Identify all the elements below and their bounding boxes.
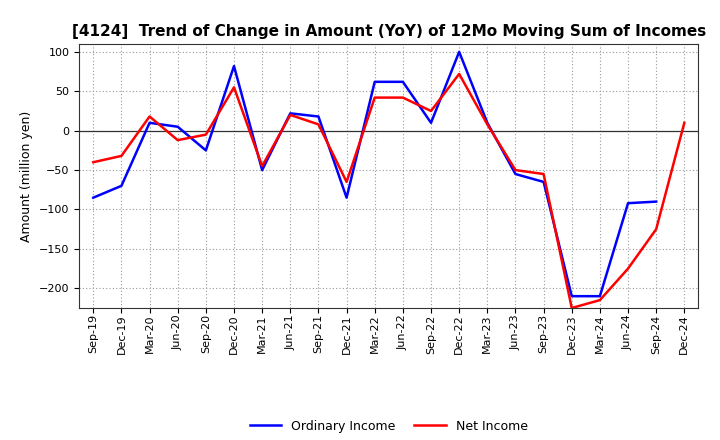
Ordinary Income (595, 293, 604, 299)
Ordinary Income (174, 124, 182, 129)
Ordinary Income (286, 111, 294, 116)
Legend: Ordinary Income, Net Income: Ordinary Income, Net Income (245, 414, 533, 437)
Ordinary Income (427, 120, 436, 125)
Ordinary Income (145, 120, 154, 125)
Ordinary Income (370, 79, 379, 84)
Ordinary Income (202, 148, 210, 153)
Net Income (539, 172, 548, 177)
Ordinary Income (624, 201, 632, 206)
Net Income (89, 160, 98, 165)
Line: Net Income: Net Income (94, 74, 684, 308)
Net Income (399, 95, 408, 100)
Ordinary Income (258, 168, 266, 173)
Ordinary Income (117, 183, 126, 188)
Net Income (174, 138, 182, 143)
Net Income (483, 122, 492, 127)
Net Income (370, 95, 379, 100)
Net Income (145, 114, 154, 119)
Net Income (511, 168, 520, 173)
Ordinary Income (511, 172, 520, 177)
Net Income (286, 112, 294, 117)
Ordinary Income (539, 179, 548, 184)
Ordinary Income (455, 49, 464, 55)
Ordinary Income (399, 79, 408, 84)
Ordinary Income (230, 63, 238, 69)
Ordinary Income (342, 195, 351, 200)
Net Income (202, 132, 210, 137)
Ordinary Income (89, 195, 98, 200)
Net Income (680, 120, 688, 125)
Y-axis label: Amount (million yen): Amount (million yen) (20, 110, 33, 242)
Net Income (117, 153, 126, 158)
Net Income (595, 297, 604, 303)
Line: Ordinary Income: Ordinary Income (94, 52, 656, 296)
Net Income (230, 85, 238, 90)
Net Income (258, 164, 266, 169)
Ordinary Income (314, 114, 323, 119)
Ordinary Income (652, 199, 660, 204)
Net Income (652, 227, 660, 232)
Net Income (624, 266, 632, 271)
Net Income (455, 71, 464, 77)
Net Income (427, 108, 436, 114)
Net Income (314, 122, 323, 127)
Ordinary Income (567, 293, 576, 299)
Ordinary Income (483, 120, 492, 125)
Title: [4124]  Trend of Change in Amount (YoY) of 12Mo Moving Sum of Incomes: [4124] Trend of Change in Amount (YoY) o… (72, 24, 706, 39)
Net Income (567, 305, 576, 311)
Net Income (342, 179, 351, 184)
